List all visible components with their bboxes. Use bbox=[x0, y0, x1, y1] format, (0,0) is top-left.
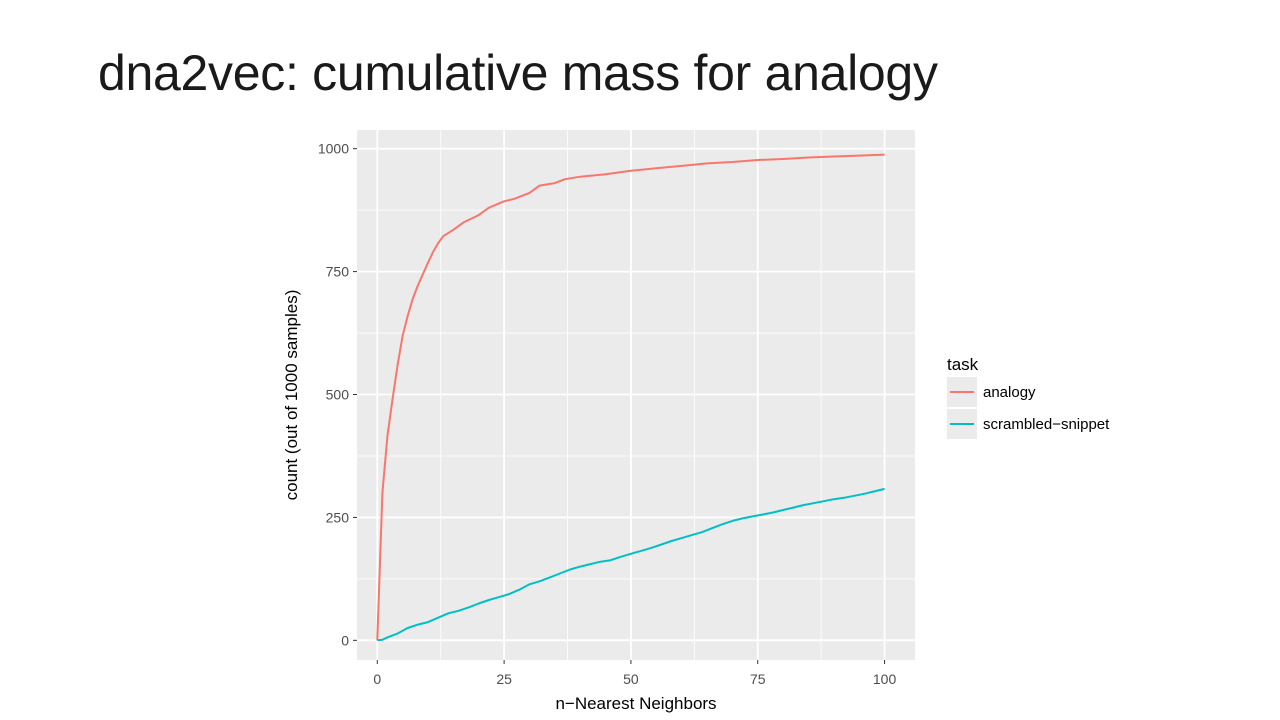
legend-title: task bbox=[947, 355, 979, 374]
legend-label: scrambled−snippet bbox=[983, 416, 1110, 433]
y-tick-label: 1000 bbox=[318, 141, 349, 157]
grid-major bbox=[357, 130, 915, 660]
slide-title: dna2vec: cumulative mass for analogy bbox=[98, 45, 938, 101]
x-tick-label: 100 bbox=[873, 671, 897, 687]
x-tick-label: 75 bbox=[750, 671, 766, 687]
x-tick-label: 0 bbox=[373, 671, 381, 687]
y-tick-label: 750 bbox=[326, 264, 350, 280]
y-tick-label: 500 bbox=[326, 387, 350, 403]
legend: task analogy scrambled−snippet bbox=[947, 355, 1110, 439]
x-axis: 0 25 50 75 100 bbox=[373, 660, 896, 687]
series-line bbox=[376, 153, 885, 641]
y-axis: 0 250 500 750 1000 bbox=[318, 141, 357, 648]
y-tick-label: 250 bbox=[326, 509, 350, 525]
series-layer bbox=[376, 153, 885, 642]
y-tick-label: 0 bbox=[341, 632, 349, 648]
x-axis-title: n−Nearest Neighbors bbox=[555, 694, 716, 713]
legend-label: analogy bbox=[983, 384, 1036, 401]
x-tick-label: 25 bbox=[496, 671, 512, 687]
y-axis-title: count (out of 1000 samples) bbox=[282, 290, 301, 501]
series-line bbox=[377, 487, 885, 642]
x-tick-label: 50 bbox=[623, 671, 639, 687]
